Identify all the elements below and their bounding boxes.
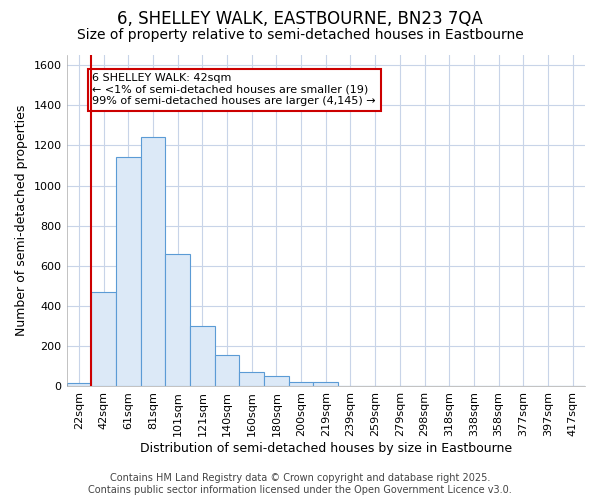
Bar: [165, 254, 190, 386]
Bar: [190, 326, 215, 386]
Bar: [264, 376, 289, 386]
Bar: [91, 292, 116, 386]
Bar: [116, 158, 140, 386]
X-axis label: Distribution of semi-detached houses by size in Eastbourne: Distribution of semi-detached houses by …: [140, 442, 512, 455]
Text: 6 SHELLEY WALK: 42sqm
← <1% of semi-detached houses are smaller (19)
99% of semi: 6 SHELLEY WALK: 42sqm ← <1% of semi-deta…: [92, 73, 376, 106]
Text: Size of property relative to semi-detached houses in Eastbourne: Size of property relative to semi-detach…: [77, 28, 523, 42]
Bar: [67, 382, 91, 386]
Text: Contains HM Land Registry data © Crown copyright and database right 2025.
Contai: Contains HM Land Registry data © Crown c…: [88, 474, 512, 495]
Bar: [313, 382, 338, 386]
Bar: [215, 356, 239, 386]
Bar: [140, 138, 165, 386]
Bar: [289, 382, 313, 386]
Bar: [239, 372, 264, 386]
Text: 6, SHELLEY WALK, EASTBOURNE, BN23 7QA: 6, SHELLEY WALK, EASTBOURNE, BN23 7QA: [117, 10, 483, 28]
Y-axis label: Number of semi-detached properties: Number of semi-detached properties: [15, 105, 28, 336]
